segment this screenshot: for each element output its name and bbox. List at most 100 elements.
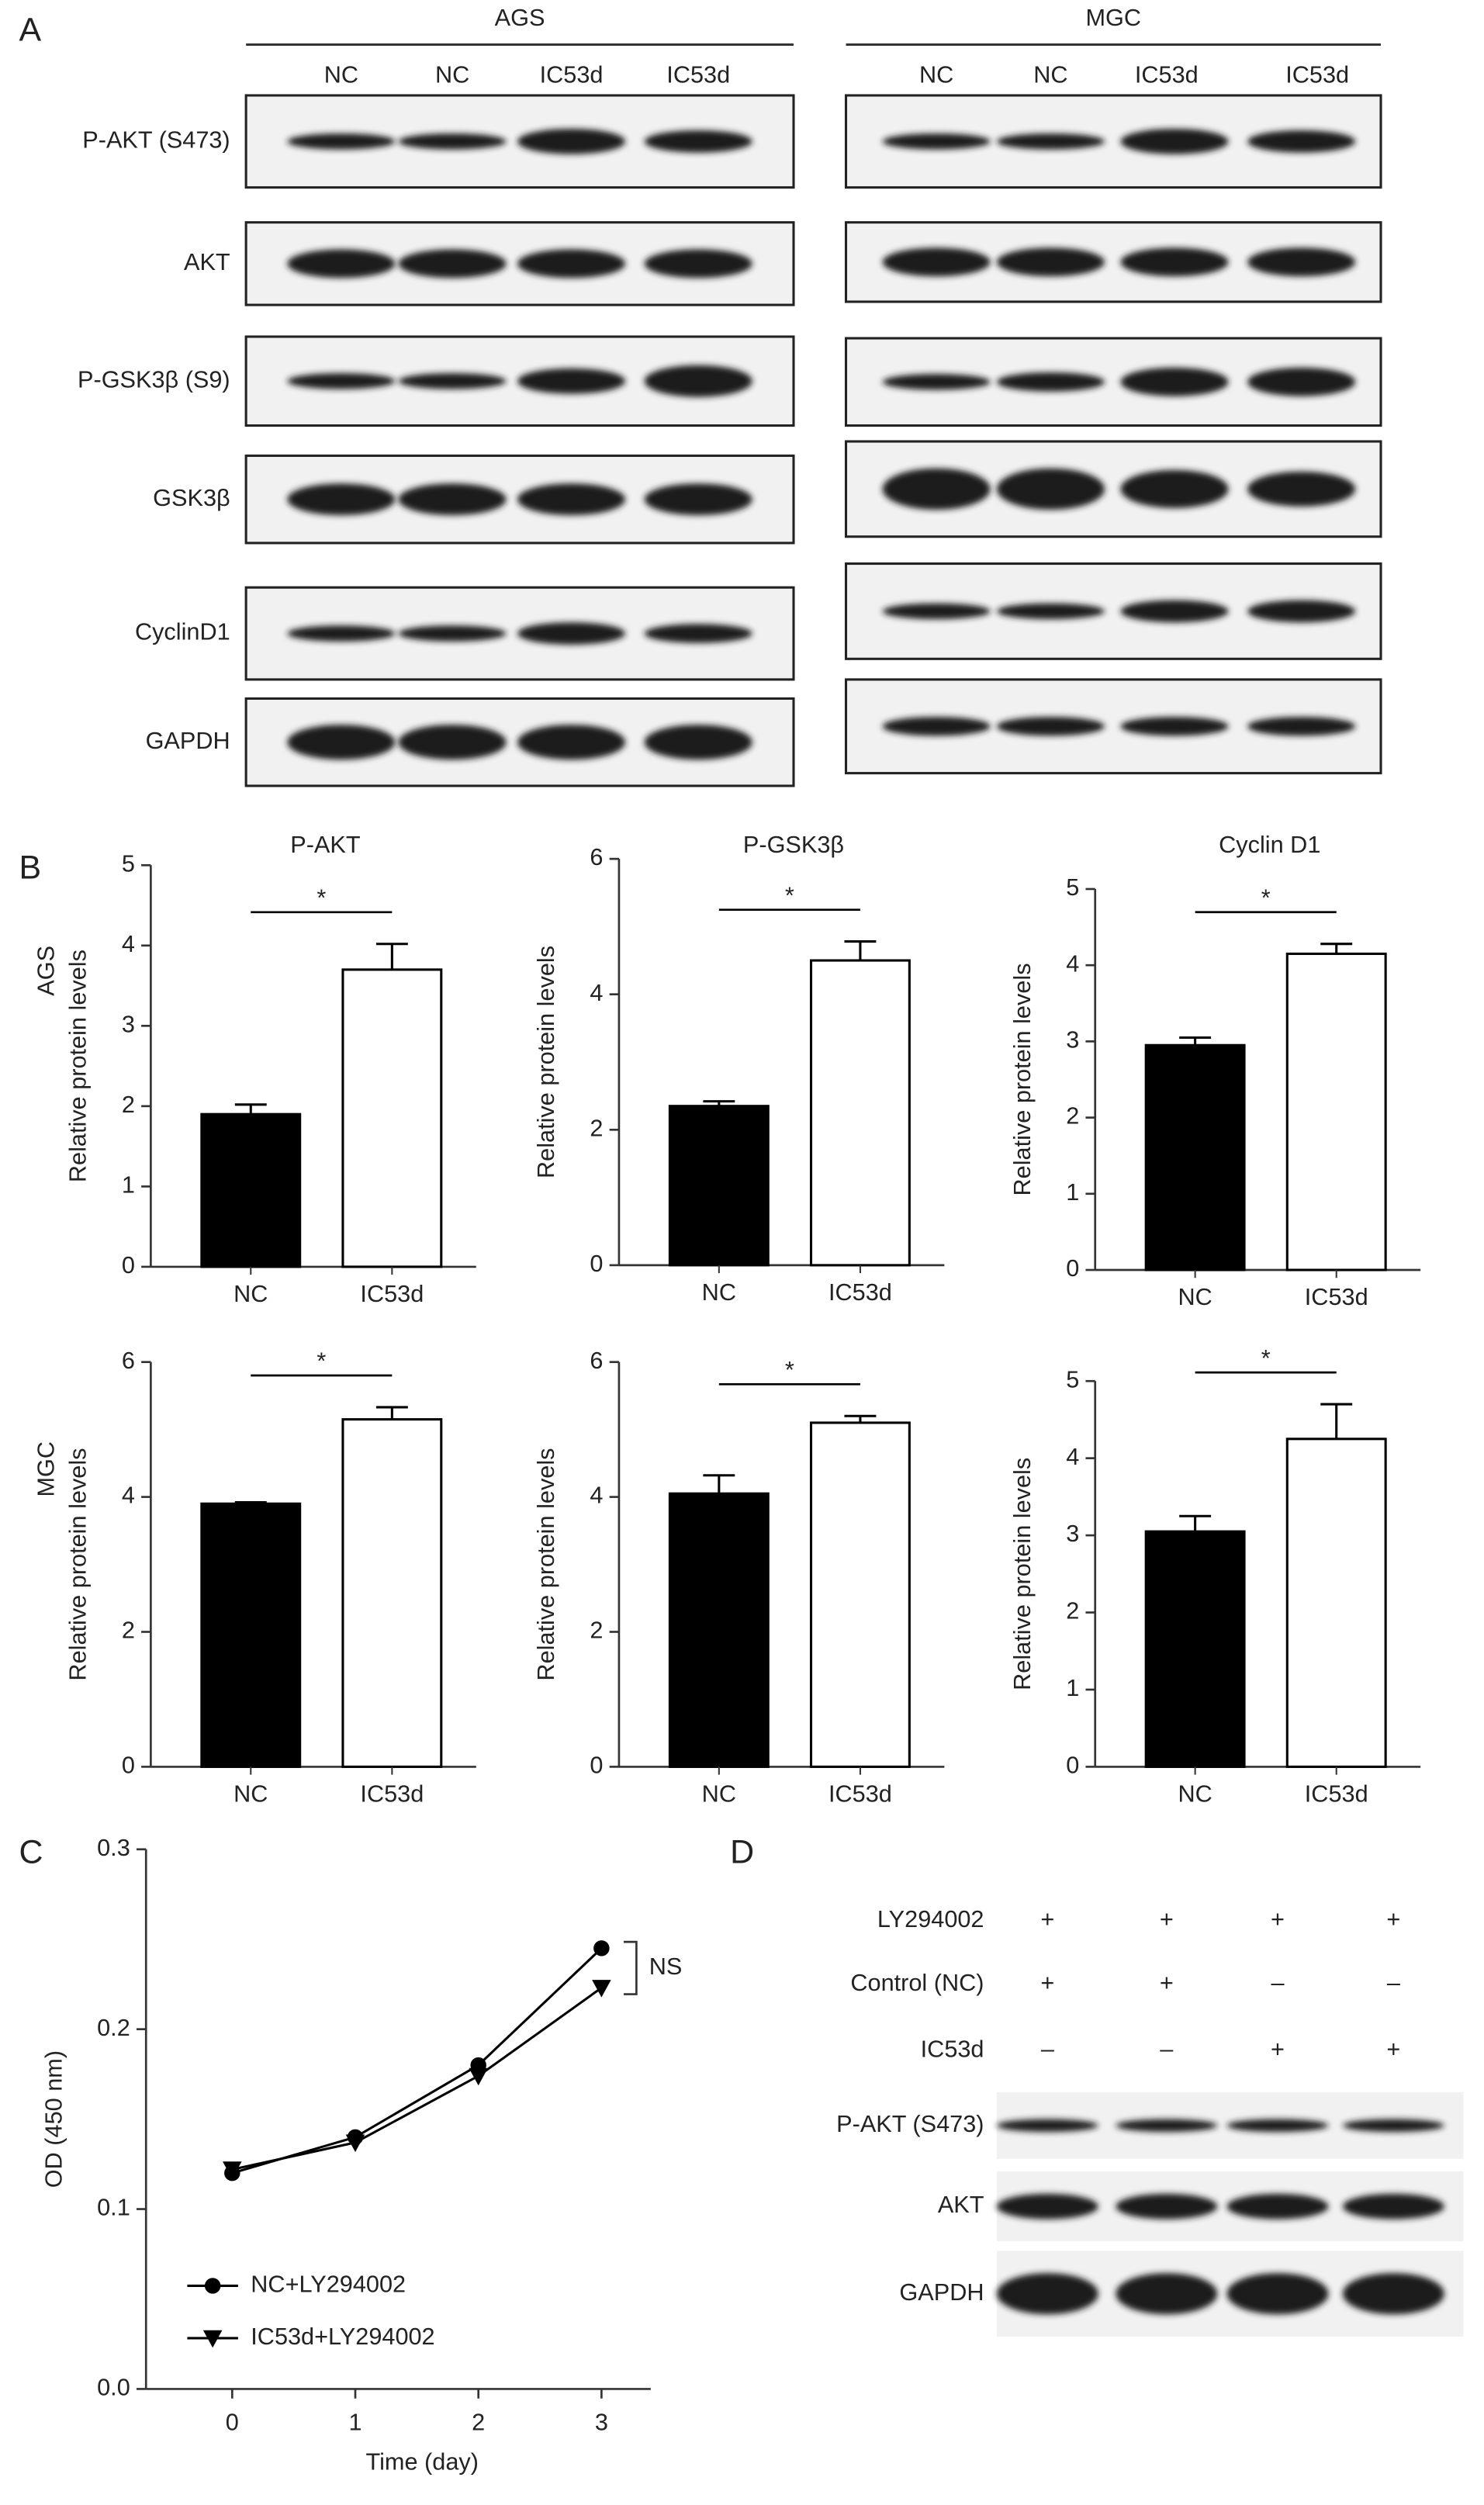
band — [1120, 716, 1229, 736]
protein-label: AKT — [184, 248, 230, 275]
x-tick-label: NC — [1178, 1283, 1212, 1310]
y-tick-label: 0 — [590, 1250, 603, 1277]
treatment-sign: + — [1271, 2036, 1285, 2063]
marker — [469, 2067, 488, 2086]
band — [1116, 2193, 1218, 2220]
y-tick-label: 6 — [122, 1347, 135, 1374]
lane-label: IC53d — [666, 61, 730, 88]
y-tick-label: 1 — [122, 1171, 135, 1198]
panel-label: C — [19, 1833, 43, 1870]
protein-label: GAPDH — [899, 2278, 984, 2306]
band — [517, 622, 626, 645]
bar — [200, 1112, 302, 1268]
marker — [592, 1980, 611, 1998]
y-tick-label: 5 — [122, 849, 135, 877]
y-tick-label: 1 — [1066, 1674, 1079, 1701]
x-tick-label: IC53d — [360, 1280, 424, 1307]
group-label: MGC — [1085, 4, 1141, 31]
lane-label: NC — [324, 61, 358, 88]
protein-label: P-AKT (S473) — [836, 2110, 984, 2137]
band — [1120, 247, 1229, 277]
band — [996, 133, 1105, 150]
x-tick-label: 2 — [472, 2409, 485, 2436]
error-bar — [375, 1406, 408, 1420]
x-tick-label: IC53d — [828, 1278, 892, 1306]
error-bar — [844, 1414, 877, 1423]
band — [1247, 367, 1356, 396]
band — [517, 249, 626, 279]
band — [1247, 130, 1356, 153]
bar — [668, 1105, 770, 1267]
band — [398, 133, 507, 150]
y-tick-label: 6 — [590, 1347, 603, 1374]
band — [398, 373, 507, 389]
band — [1116, 2119, 1218, 2132]
treatment-sign: + — [1160, 1969, 1174, 1996]
y-axis-label: Relative protein levels — [1008, 963, 1036, 1195]
band — [996, 2119, 1098, 2132]
y-tick-label: 0.1 — [97, 2194, 130, 2221]
bar — [341, 968, 443, 1268]
treatment-label: IC53d — [921, 2036, 984, 2063]
bar — [1144, 1043, 1246, 1272]
x-tick-label: NC — [702, 1780, 736, 1807]
y-tick-label: 2 — [590, 1617, 603, 1644]
x-tick-label: NC — [702, 1278, 736, 1306]
bar — [809, 1421, 911, 1768]
y-tick-label: 4 — [590, 1482, 603, 1509]
band — [1226, 2193, 1329, 2220]
error-bar — [234, 1103, 267, 1115]
y-tick-label: 0 — [122, 1752, 135, 1779]
y-tick-label: 2 — [1066, 1102, 1079, 1130]
y-tick-label: 4 — [122, 930, 135, 957]
lane-label: NC — [1033, 61, 1067, 88]
panel-label: B — [19, 849, 42, 887]
band — [1120, 128, 1229, 154]
x-tick-label: IC53d — [828, 1780, 892, 1807]
y-tick-label: 2 — [122, 1091, 135, 1118]
marker — [223, 2161, 242, 2179]
x-tick-label: IC53d — [360, 1780, 424, 1807]
treatment-sign: + — [1386, 1905, 1400, 1932]
lane-label: NC — [919, 61, 953, 88]
y-tick-label: 0 — [590, 1752, 603, 1779]
series-line — [231, 1947, 603, 2175]
significance: * — [785, 881, 794, 908]
band — [644, 725, 752, 760]
lane-label: IC53d — [540, 61, 604, 88]
band — [996, 2193, 1098, 2220]
band — [1342, 2273, 1444, 2315]
band — [1247, 247, 1356, 277]
y-tick-label: 0 — [1066, 1254, 1079, 1282]
y-tick-label: 0.0 — [97, 2374, 130, 2401]
y-axis-label: Relative protein levels — [64, 1448, 91, 1681]
significance: * — [1261, 884, 1271, 911]
band — [398, 483, 507, 516]
protein-label: P-AKT (S473) — [82, 126, 230, 153]
y-tick-label: 5 — [1066, 874, 1079, 901]
row-label: AGS — [32, 946, 59, 996]
chart-title: P-GSK3β — [743, 831, 844, 858]
y-tick-label: 4 — [590, 979, 603, 1006]
error-bar — [1179, 1036, 1212, 1046]
y-tick-label: 3 — [1066, 1520, 1079, 1547]
significance: * — [1261, 1344, 1271, 1372]
marker — [202, 2330, 223, 2348]
panel-label: A — [19, 11, 42, 48]
treatment-sign: + — [1271, 1905, 1285, 1932]
band — [882, 716, 991, 736]
y-tick-label: 4 — [122, 1482, 135, 1509]
band — [517, 368, 626, 394]
y-tick-label: 0 — [122, 1251, 135, 1278]
significance: * — [317, 884, 326, 912]
treatment-sign: + — [1040, 1905, 1054, 1932]
bar — [809, 959, 911, 1267]
band — [882, 374, 991, 390]
y-tick-label: 2 — [122, 1617, 135, 1644]
y-tick-label: 2 — [590, 1114, 603, 1141]
band — [996, 468, 1105, 510]
treatment-sign: – — [1387, 1969, 1401, 1996]
treatment-label: LY294002 — [877, 1905, 984, 1932]
y-axis-label: Relative protein levels — [1008, 1458, 1036, 1690]
